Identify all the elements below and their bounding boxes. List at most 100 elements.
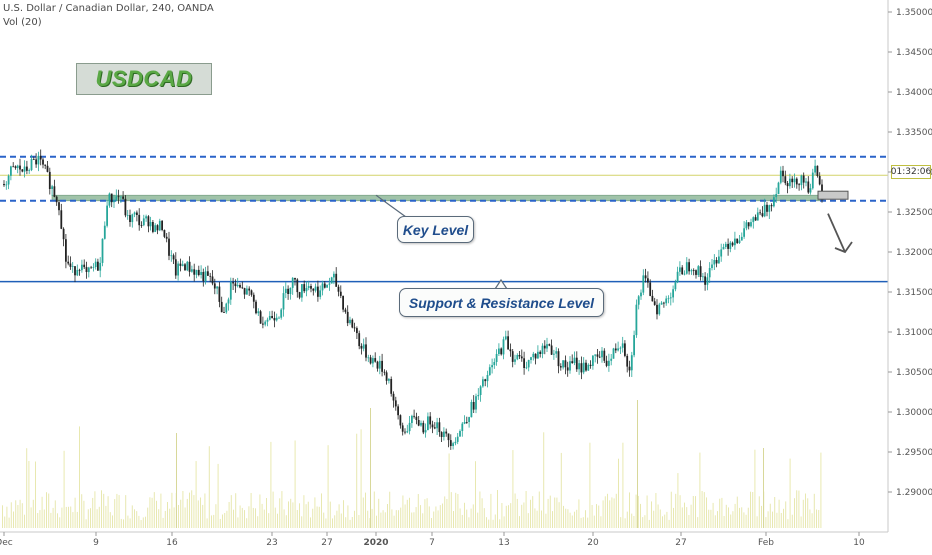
y-tick-label: 1.33500: [896, 128, 932, 138]
candle-body: [60, 210, 63, 229]
volume-bar: [477, 512, 479, 528]
candle-body: [660, 302, 663, 305]
candle-body: [32, 159, 35, 160]
candle-body: [122, 196, 124, 199]
candle-body: [459, 431, 461, 437]
x-axis-background: [0, 532, 932, 550]
y-axis[interactable]: 1.350001.345001.340001.335001.330001.325…: [887, 0, 932, 550]
volume-bar: [765, 517, 767, 528]
volume-bar: [554, 497, 556, 528]
volume-bar: [222, 514, 223, 528]
volume-bar: [87, 509, 89, 528]
volume-bar: [413, 512, 415, 528]
volume-indicator-label[interactable]: Vol (20): [3, 17, 42, 28]
candle-body: [252, 294, 255, 302]
candle-body: [16, 165, 19, 168]
volume-bar: [512, 450, 514, 528]
candle-body: [429, 416, 432, 425]
volume-bar: [167, 502, 168, 528]
candle-body: [465, 422, 468, 423]
candle-body: [745, 222, 748, 229]
candle-body: [520, 356, 523, 359]
volume-bar: [488, 519, 490, 528]
candle-body: [539, 351, 542, 354]
candle-body: [736, 238, 739, 243]
volume-bar: [725, 504, 727, 528]
candle-body: [243, 288, 246, 295]
candle-body: [372, 358, 374, 364]
volume-bar: [395, 510, 397, 528]
volume-spike-bar: [763, 448, 764, 528]
candle-body: [333, 273, 335, 278]
candle-body: [330, 277, 333, 284]
y-tick-label: 1.34500: [896, 48, 932, 58]
volume-bar: [362, 497, 364, 528]
volume-bar: [706, 497, 707, 528]
volume-bar: [816, 509, 817, 528]
candle-body: [346, 311, 349, 324]
candle-body: [184, 264, 186, 271]
candle-body: [775, 194, 778, 198]
volume-bar: [783, 508, 784, 528]
volume-bar: [802, 499, 804, 528]
volume-bar: [543, 432, 545, 528]
volume-bar: [21, 503, 23, 528]
candle-body: [443, 431, 445, 437]
volume-bar: [398, 510, 399, 528]
candle-body: [523, 358, 525, 368]
candle-body: [248, 288, 251, 291]
candle-body: [791, 178, 794, 183]
support-resistance-callout[interactable]: Support & Resistance Level: [399, 288, 604, 317]
volume-bar: [169, 508, 171, 528]
volume-bar: [470, 508, 472, 528]
candle-body: [179, 263, 182, 266]
candle-body: [720, 249, 723, 257]
candle-body: [461, 423, 464, 431]
candle-body: [376, 361, 379, 369]
volume-bar: [646, 495, 648, 528]
candle-body: [147, 216, 150, 227]
candle-body: [204, 271, 207, 281]
key-level-callout[interactable]: Key Level: [397, 216, 474, 243]
candle-body: [557, 351, 560, 367]
volume-bar: [393, 515, 395, 528]
volume-bar: [180, 499, 182, 528]
volume-bar: [794, 498, 795, 528]
volume-bar: [811, 513, 813, 528]
volume-bar: [138, 515, 140, 528]
volume-bar: [558, 502, 560, 528]
x-axis[interactable]: Dec 9 16 23 27 2020 7 13 20 27 Feb 10: [0, 531, 932, 550]
candle-body: [168, 238, 170, 256]
candle-body: [362, 344, 365, 349]
volume-bar: [215, 504, 217, 528]
volume-bar: [153, 492, 155, 528]
volume-bar: [182, 491, 184, 528]
volume-bar: [662, 516, 663, 528]
volume-bar: [48, 493, 50, 528]
volume-bar: [701, 491, 703, 528]
candle-body: [197, 269, 200, 275]
volume-bar: [226, 510, 228, 528]
candle-body: [23, 166, 26, 172]
volume-bar: [96, 509, 98, 528]
candle-body: [653, 301, 656, 305]
volume-bar: [624, 518, 626, 528]
volume-bar: [114, 499, 116, 528]
volume-bar: [591, 505, 593, 528]
volume-bar: [800, 516, 802, 528]
candle-body: [575, 357, 578, 370]
volume-bar: [510, 503, 512, 528]
key-level-zone: [51, 194, 825, 202]
volume-bar: [74, 497, 76, 528]
candle-body: [601, 350, 603, 358]
volume-bar: [248, 506, 250, 528]
volume-bar: [259, 494, 261, 528]
candle-body: [514, 359, 516, 362]
volume-bar: [354, 510, 355, 528]
volume-bar: [435, 506, 437, 528]
candle-body: [793, 178, 796, 183]
volume-bar: [446, 499, 448, 528]
volume-bar: [666, 511, 668, 528]
